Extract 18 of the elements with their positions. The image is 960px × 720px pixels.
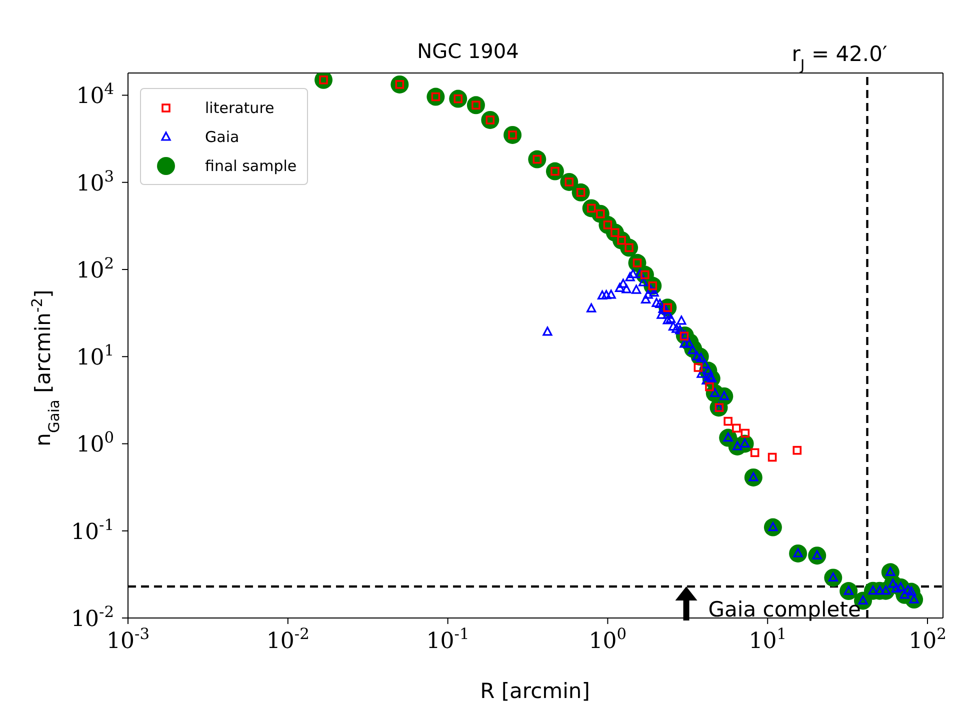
y-tick-label: 10$^{2}$ xyxy=(76,254,114,284)
y-tick-label: 10$^{1}$ xyxy=(76,342,114,371)
legend-label: Gaia xyxy=(205,128,240,146)
x-tick-label: 10$^{-2}$ xyxy=(266,625,310,654)
ref-line-label: r$_{J}$ = 42.0′ xyxy=(792,42,888,74)
annotation: Gaia complete xyxy=(708,597,861,622)
legend-label: literature xyxy=(205,98,274,116)
x-tick-label: 10$^{1}$ xyxy=(748,625,786,654)
legend-label: final sample xyxy=(205,156,297,174)
x-tick-label: 10$^{0}$ xyxy=(588,625,627,654)
y-tick-label: 10$^{0}$ xyxy=(76,428,114,458)
x-tick-label: 10$^{-1}$ xyxy=(426,625,470,654)
y-tick-label: 10$^{3}$ xyxy=(76,167,114,196)
chart-title: NGC 1904 xyxy=(417,39,519,63)
x-tick-label: 10$^{2}$ xyxy=(908,625,946,654)
y-tick-label: 10$^{-1}$ xyxy=(71,516,114,545)
y-tick-label: 10$^{4}$ xyxy=(76,80,114,110)
x-axis-title: R [arcmin] xyxy=(480,679,590,703)
